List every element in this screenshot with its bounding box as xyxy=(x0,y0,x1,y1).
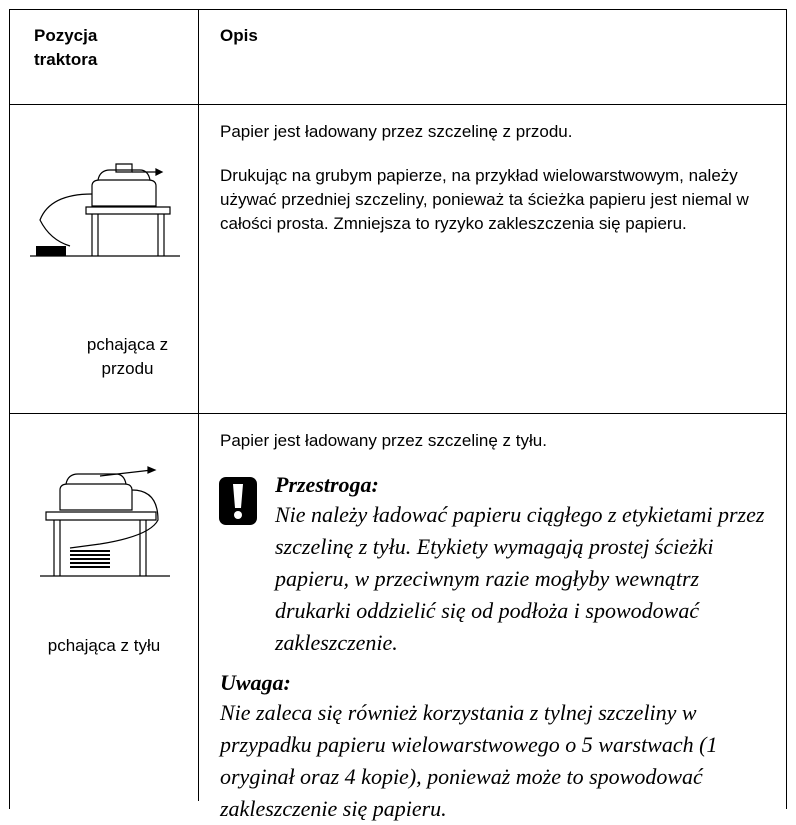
header-cell: Pozycja traktora xyxy=(34,26,98,69)
header-cell: Opis xyxy=(220,26,258,45)
caution-title: Przestroga: xyxy=(275,472,379,497)
row-divider xyxy=(9,413,787,414)
caution-text: Nie należy ładować papieru ciągłego z et… xyxy=(275,502,765,655)
description-text: Papier jest ładowany przez szczelinę z t… xyxy=(220,431,547,450)
page: {"table": { "header": ["Pozycja traktora… xyxy=(9,9,787,821)
rear-push-illustration xyxy=(40,460,170,580)
table-frame xyxy=(9,9,787,809)
position-label: pchająca z tyłu xyxy=(47,636,161,655)
column-divider xyxy=(198,9,199,801)
front-push-illustration xyxy=(30,150,180,260)
description-text: Drukując na grubym papierze, na przykład… xyxy=(220,166,749,233)
note-title: Uwaga: xyxy=(220,670,291,695)
note-text: Nie zaleca się również korzystania z tyl… xyxy=(220,700,718,821)
position-label: pchająca z przodu xyxy=(86,335,169,378)
description-text: Papier jest ładowany przez szczelinę z p… xyxy=(220,122,573,141)
row-divider xyxy=(9,104,787,105)
caution-icon xyxy=(219,477,257,525)
